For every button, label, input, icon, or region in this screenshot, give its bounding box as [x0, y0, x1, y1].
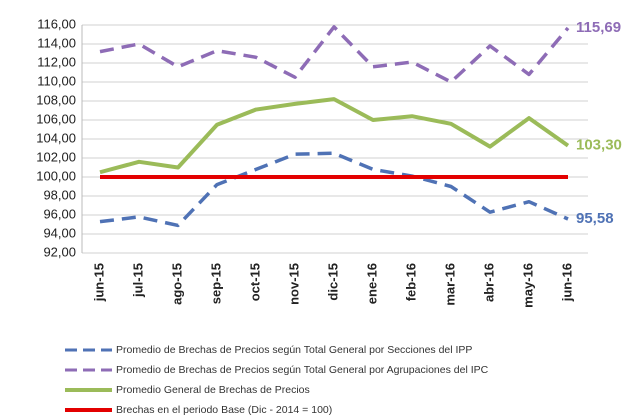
y-tick-label: 104,00 [36, 130, 76, 145]
legend-label: Promedio de Brechas de Precios según Tot… [116, 344, 472, 356]
value-label: 95,58 [576, 210, 614, 227]
x-tick-label: dic-15 [325, 263, 340, 301]
legend-label: Promedio de Brechas de Precios según Tot… [116, 364, 489, 376]
y-tick-label: 108,00 [36, 92, 76, 107]
x-tick-label: jun-16 [559, 263, 574, 302]
y-tick-label: 98,00 [43, 187, 76, 202]
x-tick-label: oct-15 [247, 263, 262, 301]
y-tick-label: 106,00 [36, 111, 76, 126]
legend-label: Brechas en el periodo Base (Dic - 2014 =… [116, 404, 332, 416]
y-tick-label: 92,00 [43, 244, 76, 259]
y-tick-label: 110,00 [37, 73, 76, 88]
x-tick-label: jun-15 [91, 263, 106, 302]
y-tick-label: 96,00 [43, 206, 76, 221]
x-tick-label: feb-16 [403, 263, 418, 301]
series-line [99, 25, 570, 84]
x-tick-label: abr-16 [481, 263, 496, 302]
series-line [99, 151, 569, 228]
legend-label: Promedio General de Brechas de Precios [116, 384, 310, 396]
value-label: 103,30 [576, 137, 622, 154]
y-tick-label: 94,00 [43, 225, 76, 240]
x-tick-label: mar-16 [442, 263, 457, 306]
y-tick-label: 112,00 [37, 54, 76, 69]
x-tick-label: may-16 [520, 263, 535, 308]
x-tick-label: nov-15 [286, 263, 301, 305]
x-tick-label: ene-16 [364, 263, 379, 304]
y-tick-label: 100,00 [36, 168, 76, 183]
x-tick-label: ago-15 [169, 263, 184, 305]
series-line [99, 97, 570, 175]
y-tick-label: 114,00 [37, 35, 76, 50]
value-label: 115,69 [576, 19, 621, 36]
y-tick-label: 102,00 [36, 149, 76, 164]
y-tick-label: 116,00 [37, 16, 76, 31]
x-tick-label: jul-15 [130, 263, 145, 298]
x-tick-label: sep-15 [208, 263, 223, 304]
